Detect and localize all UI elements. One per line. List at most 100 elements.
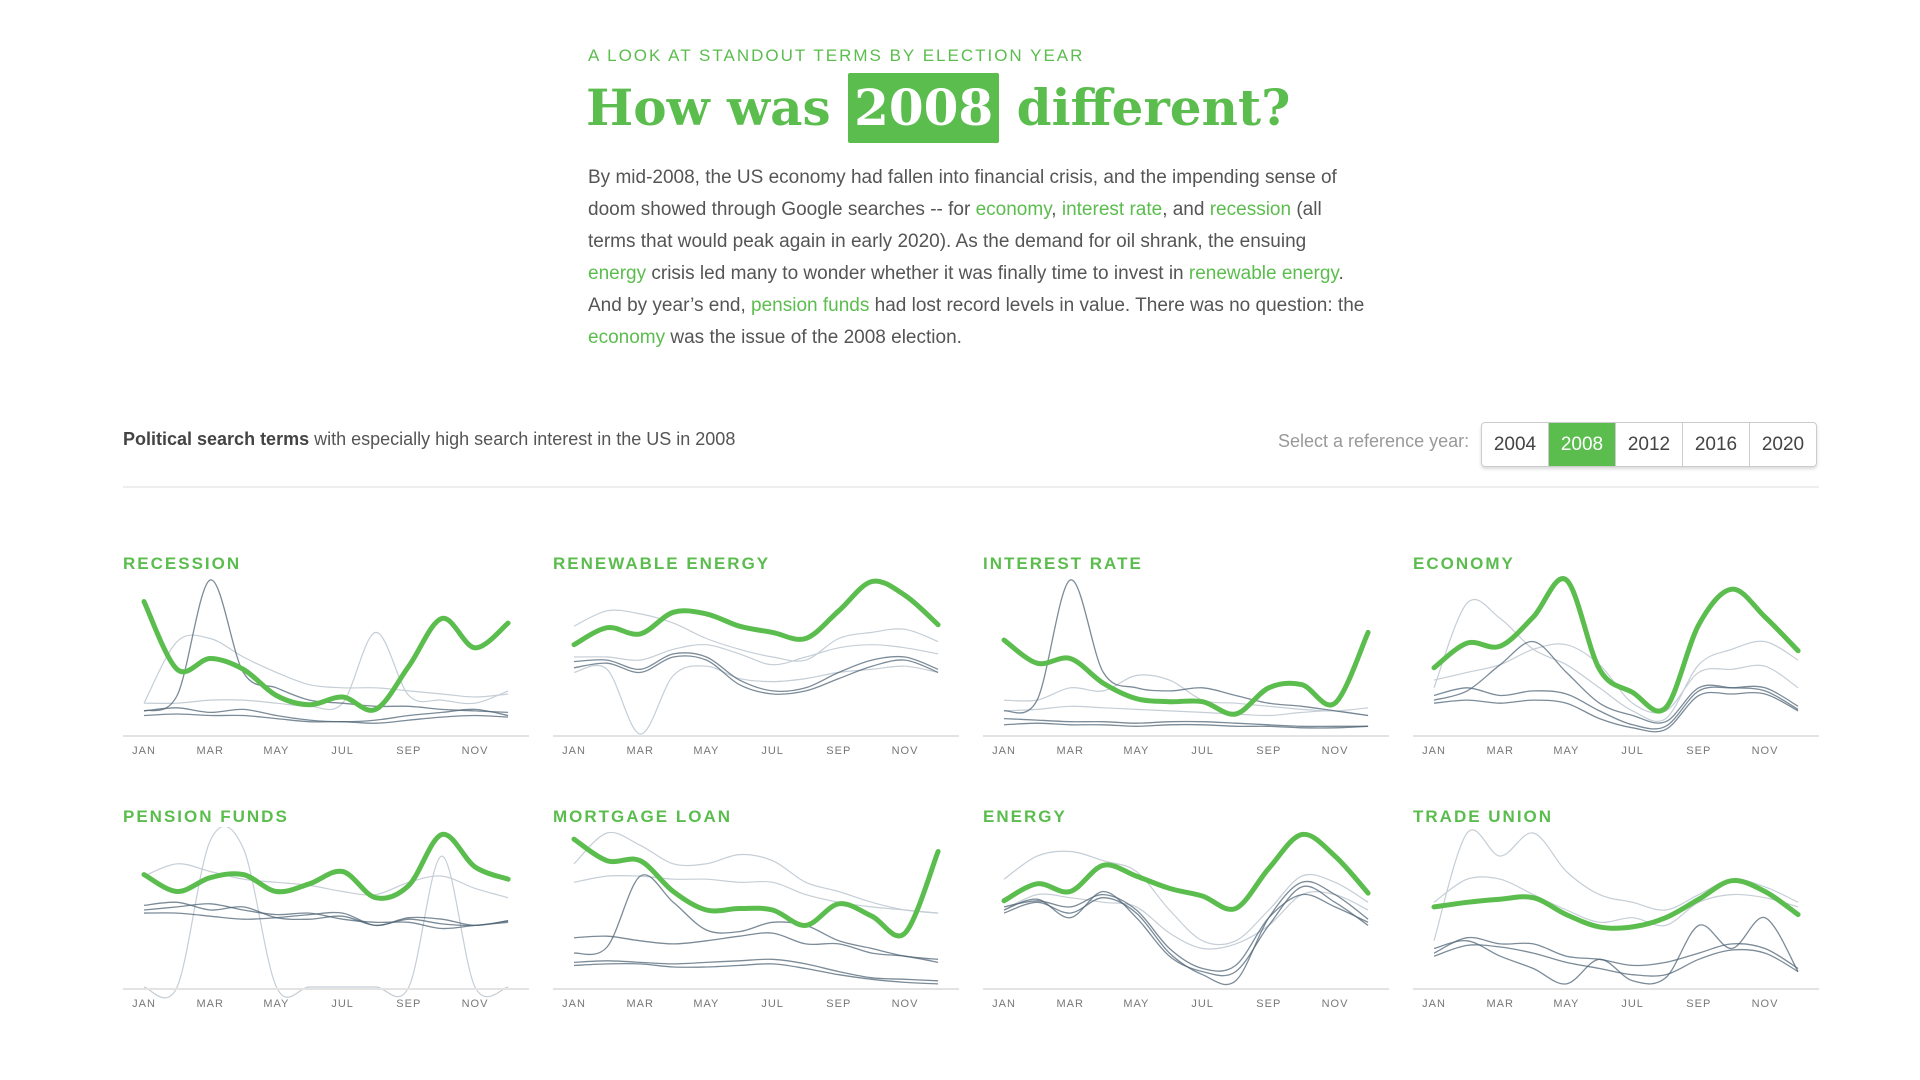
chart-title: RENEWABLE ENERGY [553,554,771,573]
term-link[interactable]: economy [588,327,666,348]
term-link[interactable]: energy [588,263,647,284]
reference-line [1003,880,1369,986]
intro-text: was the issue of the 2008 election. [665,327,962,348]
reference-line [1433,640,1799,724]
x-tick-label: NOV [462,998,489,1010]
term-chart: ENERGY JAN MAR MAY JUL SEP NOV [983,807,1393,1027]
reference-line [143,911,509,927]
divider [123,486,1819,488]
x-tick-label: JAN [132,998,156,1010]
x-tick-label: JUL [761,745,784,757]
reference-line-light [143,631,509,711]
x-tick-label: MAR [626,998,653,1010]
reference-line [1433,944,1799,977]
year-button-2004[interactable]: 2004 [1493,434,1537,455]
chart-title: INTEREST RATE [983,554,1143,573]
chart-summary: Political search terms with especially h… [123,429,735,450]
reference-line [1433,691,1799,733]
reference-line [1003,579,1369,717]
intro-text: (all terms that would peak again in earl… [588,199,1322,252]
reference-line [573,962,939,985]
x-tick-label: NOV [1752,998,1779,1010]
x-tick-label: JAN [1422,745,1446,757]
x-tick-label: JAN [132,745,156,757]
x-tick-label: JUL [1621,745,1644,757]
x-tick-label: MAR [626,745,653,757]
x-tick-label: MAY [1123,998,1149,1010]
x-tick-label: SEP [826,998,851,1010]
reference-line [143,579,509,714]
term-line [1431,576,1801,714]
reference-line [1003,885,1369,977]
intro-text: By mid-2008, the US economy had fallen i… [588,167,1337,220]
term-line [571,578,941,648]
x-tick-label: JUL [1191,998,1214,1010]
reference-line-light [1003,705,1369,717]
kicker: A LOOK AT STANDOUT TERMS BY ELECTION YEA… [588,46,1085,65]
reference-line-light [143,634,509,704]
chart-title: TRADE UNION [1413,807,1554,826]
reference-line [573,958,939,982]
x-tick-label: MAR [1486,745,1513,757]
x-tick-label: MAR [196,745,223,757]
x-tick-label: MAR [196,998,223,1010]
x-tick-label: SEP [1256,998,1281,1010]
x-tick-label: MAY [263,745,289,757]
intro-text: , and [1162,199,1210,220]
x-tick-label: MAY [693,745,719,757]
term-link[interactable]: economy [975,199,1052,220]
x-tick-label: MAR [1056,745,1083,757]
line-chart: JAN MAR MAY JUL SEP NOV [553,831,959,1010]
chart-title: MORTGAGE LOAN [553,807,732,826]
x-tick-label: NOV [462,745,489,757]
reference-line [1433,936,1799,970]
x-tick-label: NOV [1322,998,1349,1010]
chart-title: ENERGY [983,807,1067,826]
reference-line [573,655,939,695]
reference-line [573,932,939,964]
x-tick-label: JUL [331,998,354,1010]
term-link[interactable]: recession [1209,199,1292,220]
term-chart: ECONOMY JAN MAR MAY JUL SEP NOV [1413,554,1823,774]
year-button-2012[interactable]: 2012 [1615,423,1682,466]
term-line [1001,629,1371,717]
x-tick-label: NOV [1752,745,1779,757]
x-tick-label: SEP [396,998,421,1010]
reference-line [1003,893,1369,972]
x-tick-label: JAN [992,745,1016,757]
x-tick-label: MAR [1486,998,1513,1010]
term-chart: INTEREST RATE JAN MAR MAY JUL SEP NOV [983,554,1393,774]
line-chart: JAN MAR MAY JUL SEP NOV [1413,576,1819,757]
chart-title: RECESSION [123,554,242,573]
summary-rest: with especially high search interest in … [309,429,736,449]
x-tick-label: JUL [761,998,784,1010]
x-tick-label: NOV [892,745,919,757]
reference-line [573,652,939,693]
x-tick-label: MAY [263,998,289,1010]
term-link[interactable]: interest rate [1061,199,1163,220]
reference-line-light [1433,829,1799,941]
x-tick-label: SEP [1256,745,1281,757]
term-link[interactable]: pension funds [751,295,870,316]
x-tick-label: MAR [1056,998,1083,1010]
x-tick-label: SEP [1686,745,1711,757]
chart-title: PENSION FUNDS [123,807,289,826]
year-button-2016[interactable]: 2016 [1682,423,1749,466]
reference-line [143,903,509,930]
reference-line-light [573,609,939,662]
term-link[interactable]: renewable energy [1188,263,1339,284]
x-tick-label: MAY [1553,998,1579,1010]
year-button-2008[interactable]: 2008 [1548,423,1615,466]
x-tick-label: JAN [1422,998,1446,1010]
x-tick-label: MAY [693,998,719,1010]
page-title: How was 2008 different? [586,72,1290,144]
reference-line-light [1003,674,1369,712]
term-chart: MORTGAGE LOAN JAN MAR MAY JUL SEP NOV [553,807,963,1027]
reference-line-light [1433,598,1799,722]
intro-text: crisis led many to wonder whether it was… [646,263,1189,284]
year-button-2020[interactable]: 2020 [1749,423,1816,466]
reference-line-light [143,863,509,899]
intro-text: , [1051,199,1062,220]
term-line [1001,831,1371,912]
x-tick-label: SEP [826,745,851,757]
